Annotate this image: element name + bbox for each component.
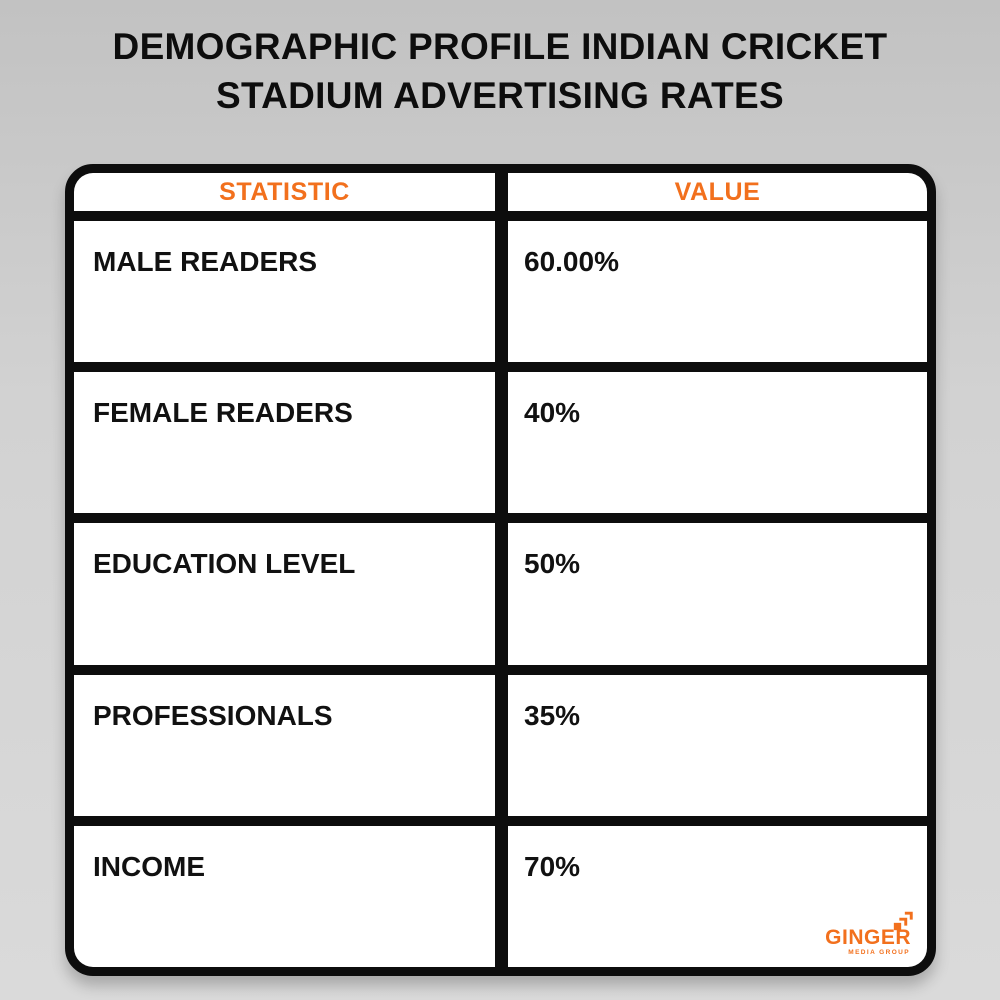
growth-steps-icon (893, 912, 913, 931)
logo-subtitle: MEDIA GROUP (848, 949, 910, 957)
statistic-cell-male-readers: MALE READERS (74, 221, 495, 363)
statistic-cell-professionals: PROFESSIONALS (74, 674, 495, 816)
column-header-value: VALUE (508, 173, 927, 211)
column-header-statistic-label: STATISTIC (219, 177, 350, 206)
page-title-line-1: DEMOGRAPHIC PROFILE INDIAN CRICKET (112, 26, 888, 67)
page-title-line-2: STADIUM ADVERTISING RATES (216, 75, 784, 116)
value-cell-male-readers: 60.00% (508, 221, 927, 363)
statistic-label: EDUCATION LEVEL (93, 548, 356, 580)
value-cell-professionals: 35% (508, 674, 927, 816)
statistic-label: PROFESSIONALS (93, 699, 333, 731)
page-title: DEMOGRAPHIC PROFILE INDIAN CRICKET STADI… (0, 22, 1000, 120)
value-text: 40% (524, 397, 581, 429)
statistic-label: INCOME (93, 850, 205, 882)
statistic-cell-education-level: EDUCATION LEVEL (74, 523, 495, 665)
value-cell-female-readers: 40% (508, 372, 927, 514)
statistic-cell-income: INCOME (74, 825, 495, 967)
column-header-statistic: STATISTIC (74, 173, 495, 211)
value-cell-income: 70% GINGER MEDIA GROUP (508, 825, 927, 967)
value-text: 70% (524, 850, 581, 882)
value-text: 60.00% (524, 246, 619, 277)
ginger-media-logo: GINGER MEDIA GROUP (825, 912, 913, 957)
value-cell-education-level: 50% (508, 523, 927, 665)
value-text: 35% (524, 699, 581, 731)
logo-name: GINGER (825, 926, 911, 950)
column-header-value-label: VALUE (674, 177, 761, 206)
statistic-label: MALE READERS (93, 246, 318, 277)
statistic-label: FEMALE READERS (93, 397, 353, 429)
value-text: 50% (524, 548, 581, 580)
statistic-cell-female-readers: FEMALE READERS (74, 372, 495, 514)
demographics-table: STATISTIC VALUE MALE READERS 60.00% FEMA… (65, 164, 936, 976)
